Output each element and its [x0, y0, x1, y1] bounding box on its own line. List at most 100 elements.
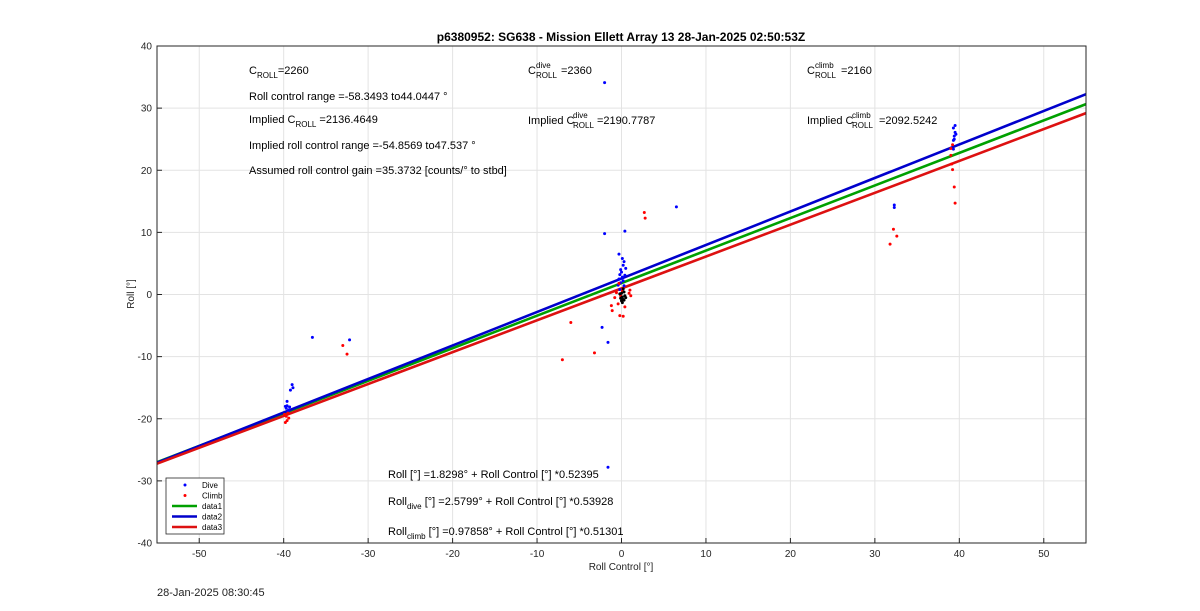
y-tick-label: 10 [141, 228, 153, 239]
point-dive [951, 147, 955, 151]
x-tick-label: 0 [619, 549, 625, 560]
point-unnamed [619, 296, 623, 300]
point-dive [617, 252, 621, 256]
point-dive [620, 256, 624, 260]
point-climb [286, 411, 290, 415]
point-climb [614, 291, 618, 295]
point-climb [951, 143, 955, 147]
point-dive [621, 279, 625, 283]
point-climb [949, 147, 953, 151]
point-climb [623, 305, 627, 309]
legend-marker-dive [183, 483, 187, 487]
point-climb [951, 168, 955, 172]
axis-ticks: -50 -40 -30 -20 -10 0 10 20 30 40 50 -40 -30 -20 -10 0 1… [138, 42, 1050, 561]
point-climb [628, 288, 632, 292]
x-tick-label: -10 [530, 549, 545, 560]
point-climb [953, 201, 957, 205]
point-unnamed [618, 292, 622, 296]
point-climb [621, 314, 625, 318]
point-dive [600, 325, 604, 329]
x-axis-label: Roll Control [°] [589, 562, 654, 573]
point-dive [620, 270, 623, 274]
x-tick-label: -40 [276, 549, 291, 560]
point-dive [618, 288, 622, 292]
x-tick-label: 10 [700, 549, 712, 560]
point-dive [618, 273, 622, 277]
point-unnamed [622, 290, 626, 294]
point-climb [952, 185, 956, 189]
y-tick-label: -20 [138, 414, 153, 425]
y-tick-label: -10 [138, 352, 153, 363]
point-unnamed [624, 296, 628, 300]
c-roll-climb-annotation: Cclimb ROLL =2160 [807, 61, 872, 80]
point-climb [610, 309, 614, 313]
point-dive [952, 137, 956, 141]
point-climb [617, 281, 621, 285]
point-dive [617, 277, 621, 281]
point-climb [888, 242, 892, 246]
y-tick-label: -30 [138, 476, 153, 487]
y-tick-label: 30 [141, 104, 153, 115]
point-dive [606, 465, 610, 469]
point-dive [620, 275, 624, 279]
point-dive [283, 404, 287, 408]
point-dive [606, 340, 610, 344]
point-unnamed [622, 298, 626, 302]
point-dive [623, 229, 627, 233]
point-dive [619, 268, 623, 272]
point-dive [892, 203, 896, 207]
point-dive [348, 338, 352, 342]
point-dive [285, 399, 289, 403]
legend-label-climb: Climb [202, 492, 223, 501]
fit-dive-equation: Rolldive [°] =2.5799° + Roll Control [°]… [388, 496, 613, 511]
y-tick-label: -40 [138, 539, 153, 550]
point-climb [627, 291, 631, 295]
point-climb [609, 304, 613, 308]
x-tick-label: -20 [445, 549, 460, 560]
point-climb [895, 234, 899, 238]
y-tick-label: 0 [146, 290, 152, 301]
implied-c-roll-dive-annotation: Implied Cdive ROLL =2190.7787 [528, 111, 655, 130]
point-dive [624, 266, 628, 270]
point-dive [621, 263, 625, 267]
timestamp: 28-Jan-2025 08:30:45 [157, 587, 265, 599]
point-dive [288, 405, 292, 409]
fit-climb-equation: Rollclimb [°] =0.97858° + Roll Control [… [388, 526, 624, 541]
point-climb [283, 420, 287, 424]
legend-label-data3: data3 [202, 523, 223, 532]
x-tick-label: -50 [192, 549, 207, 560]
point-dive [622, 260, 626, 264]
x-tick-label: 30 [869, 549, 881, 560]
y-tick-label: 20 [141, 166, 153, 177]
point-climb [613, 296, 617, 300]
point-climb [287, 416, 291, 420]
point-dive [951, 126, 955, 130]
point-climb [642, 210, 646, 214]
legend-label-data1: data1 [202, 502, 223, 511]
point-dive [622, 284, 626, 288]
point-dive [288, 388, 292, 392]
point-climb [569, 320, 573, 324]
legend-label-data2: data2 [202, 513, 223, 522]
implied-range-annotation: Implied roll control range =-54.8569 to4… [249, 140, 476, 152]
plot-frame [156, 45, 1087, 544]
point-climb [618, 314, 622, 318]
point-climb [950, 162, 954, 166]
x-tick-label: 40 [954, 549, 966, 560]
fit-all-equation: Roll [°] =1.8298° + Roll Control [°] *0.… [388, 469, 599, 481]
point-climb [629, 294, 633, 298]
legend-label-dive: Dive [202, 481, 219, 490]
point-dive [603, 81, 607, 85]
point-unnamed [621, 287, 625, 291]
x-tick-label: 50 [1038, 549, 1050, 560]
point-climb [283, 412, 287, 416]
gain-annotation: Assumed roll control gain =35.3732 [coun… [249, 165, 507, 177]
point-dive [290, 383, 294, 387]
roll-range-annotation: Roll control range =-58.3493 to44.0447 ° [249, 91, 448, 103]
implied-c-roll-annotation: Implied CROLL =2136.4649 [249, 114, 378, 129]
x-tick-label: 20 [785, 549, 797, 560]
point-dive [291, 386, 295, 390]
point-dive [674, 205, 678, 209]
